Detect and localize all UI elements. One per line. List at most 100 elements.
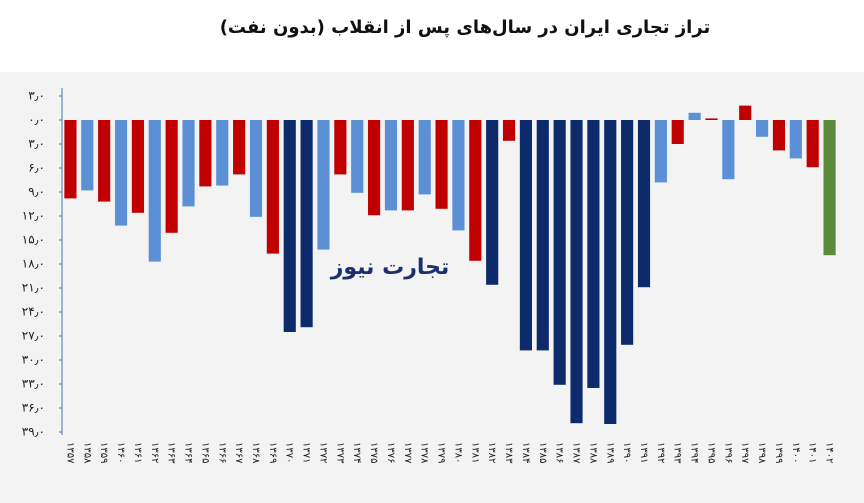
bar [249, 120, 263, 217]
x-tick-label: ۱۳۶۱ [132, 442, 143, 463]
bar [283, 120, 296, 332]
x-tick-label: ۱۳۹۷ [739, 442, 750, 464]
bar [131, 120, 144, 213]
bar [502, 120, 516, 141]
x-tick-label: ۱۳۶۶ [216, 442, 227, 463]
y-tick-label: ۳۳٫۰ [22, 377, 45, 391]
x-tick-label: ۱۳۹۳ [672, 442, 683, 464]
bar [823, 120, 836, 256]
bar [81, 120, 94, 191]
bar [688, 112, 701, 120]
x-tick-label: ۱۳۹۱ [638, 442, 649, 463]
bar [64, 120, 77, 199]
x-tick-label: ۱۳۷۸ [419, 442, 430, 464]
x-tick-label: ۱۳۸۴ [520, 442, 531, 463]
bar [722, 120, 735, 180]
y-tick-label: ۳۶٫۰ [22, 401, 45, 415]
bar [486, 120, 499, 285]
x-tick-label: ۱۳۷۵ [368, 442, 379, 463]
y-tick-label: ۱۲٫۰ [22, 209, 45, 223]
y-tick-label: ۰٫۰ [28, 113, 45, 127]
y-tick-label: ۳٫۰ [28, 89, 45, 103]
y-tick-label: ۹٫۰ [28, 185, 45, 199]
x-tick-label: ۱۳۸۰ [452, 442, 463, 463]
x-tick-label: ۱۳۷۷ [402, 442, 413, 464]
x-tick-label: ۱۳۶۲ [149, 442, 160, 463]
x-tick-label: ۱۳۹۴ [689, 442, 700, 463]
bar [452, 120, 465, 231]
y-tick-label: ۱۸٫۰ [22, 257, 45, 271]
watermark: تجارت نیوز [330, 255, 450, 280]
y-tick-label: ۲۱٫۰ [22, 281, 45, 295]
x-tick-label: ۱۳۷۳ [334, 442, 345, 464]
bar [654, 120, 667, 183]
bar [536, 120, 549, 351]
x-tick-label: ۱۳۵۸ [81, 442, 92, 464]
bar [519, 120, 532, 351]
x-tick-label: ۱۳۹۲ [655, 442, 666, 463]
x-tick-label: ۱۳۷۲ [317, 442, 328, 463]
x-tick-label: ۱۳۸۸ [587, 442, 598, 464]
x-tick-label: ۱۳۶۳ [166, 442, 177, 464]
y-tick-label: ۶٫۰ [28, 161, 45, 175]
bar [637, 120, 651, 288]
x-tick-label: ۱۴۰۰ [790, 442, 801, 463]
bar [351, 120, 364, 193]
bar [384, 120, 398, 211]
bar [435, 120, 448, 209]
x-tick-label: ۱۳۹۵ [705, 442, 716, 463]
bar [300, 120, 313, 328]
x-tick-label: ۱۳۷۰ [284, 442, 295, 463]
bar [216, 120, 229, 186]
x-tick-label: ۱۳۹۸ [756, 442, 767, 464]
y-tick-label: ۳۹٫۰ [22, 425, 45, 439]
bar [334, 120, 347, 175]
x-tick-label: ۱۳۶۹ [267, 442, 278, 463]
bar [317, 120, 330, 250]
x-tick-label: ۱۳۶۴ [183, 442, 194, 463]
y-tick-label: ۳۰٫۰ [22, 353, 45, 367]
bar [98, 120, 111, 202]
x-tick-label: ۱۳۸۷ [571, 442, 582, 464]
bar [266, 120, 279, 254]
bar [114, 120, 128, 226]
x-tick-label: ۱۳۹۰ [621, 442, 632, 463]
bar [789, 120, 802, 159]
bar [199, 120, 212, 187]
bar [148, 120, 161, 262]
x-tick-label: ۱۴۰۱ [807, 442, 818, 463]
plot-background [0, 72, 864, 503]
x-tick-label: ۱۳۸۳ [503, 442, 514, 464]
y-tick-label: ۳٫۰ [28, 137, 45, 151]
bar [401, 120, 414, 211]
bar [739, 105, 752, 120]
x-tick-label: ۱۳۷۶ [385, 442, 396, 463]
y-tick-label: ۱۵٫۰ [22, 233, 45, 247]
bar [165, 120, 178, 233]
chart-title: تراز تجاری ایران در سال‌های پس از انقلاب… [220, 17, 711, 38]
bar [756, 120, 769, 137]
bar [587, 120, 600, 388]
x-tick-label: ۱۳۶۷ [233, 442, 244, 464]
bar [772, 120, 786, 151]
x-tick-label: ۱۳۷۱ [301, 442, 312, 463]
bar [604, 120, 617, 424]
y-tick-label: ۲۷٫۰ [22, 329, 45, 343]
bar [570, 120, 583, 424]
bar [705, 118, 718, 120]
x-tick-label: ۱۳۸۱ [469, 442, 480, 463]
bar [671, 120, 684, 144]
bar [553, 120, 566, 385]
x-tick-label: ۱۳۵۷ [64, 442, 75, 464]
bar [418, 120, 431, 195]
y-tick-label: ۲۴٫۰ [22, 305, 45, 319]
x-tick-label: ۱۳۸۵ [537, 442, 548, 463]
x-tick-label: ۱۳۵۹ [98, 442, 109, 463]
bar [233, 120, 246, 175]
bar [368, 120, 381, 216]
bar [182, 120, 195, 207]
x-tick-label: ۱۳۸۲ [486, 442, 497, 463]
x-tick-label: ۱۳۶۵ [199, 442, 210, 463]
x-tick-label: ۱۳۸۹ [604, 442, 615, 463]
